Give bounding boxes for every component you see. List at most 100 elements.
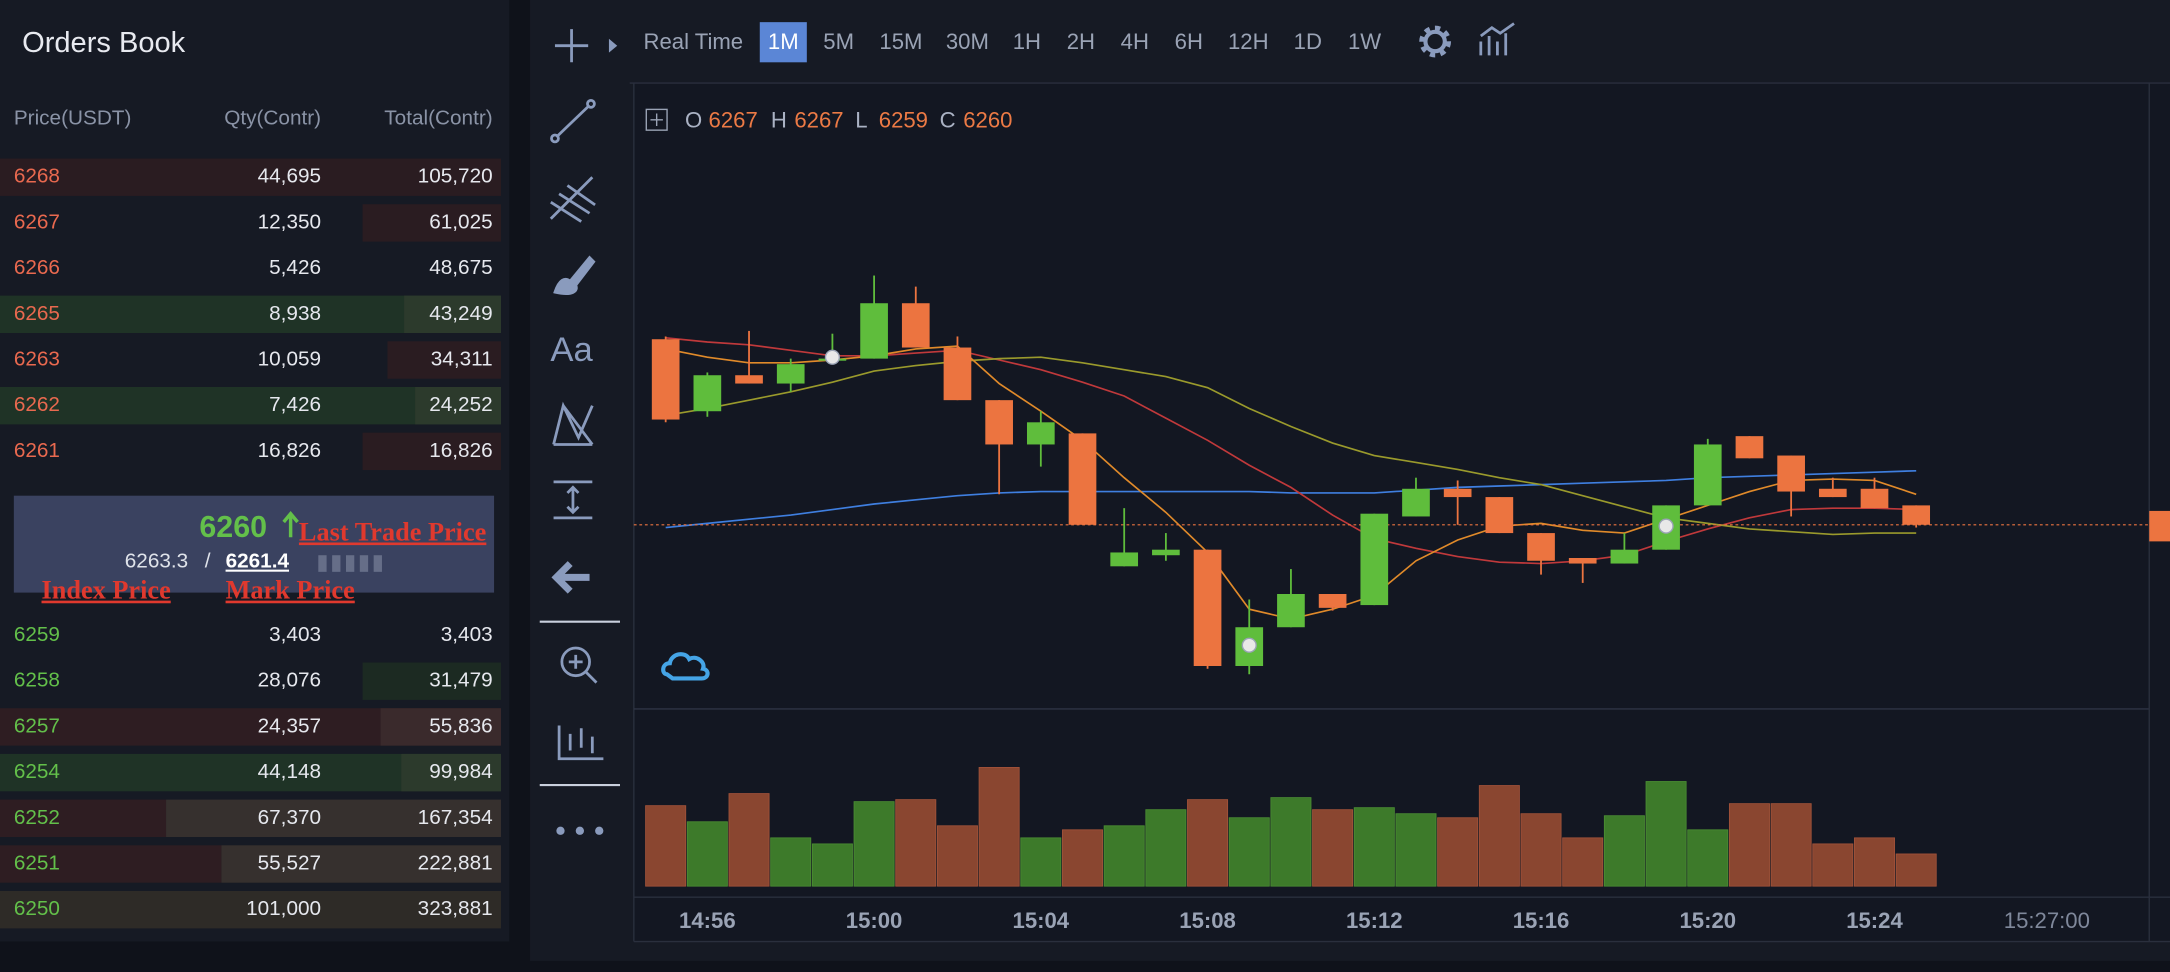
legend-toggle[interactable] [645,108,668,131]
total: 31,479 [429,669,492,692]
quantity: 7,426 [269,393,321,416]
price-separator: / [205,550,211,573]
orderbook-title: Orders Book [22,27,185,59]
real-time-button[interactable]: Real Time [644,29,744,54]
interval-button[interactable]: 2H [1067,29,1095,54]
depth-bar [0,845,222,883]
event-marker [1658,518,1674,534]
candle-body [651,339,680,420]
interval-button[interactable]: 12H [1228,29,1269,54]
total: 24,252 [429,393,492,416]
depth-bar [387,341,501,379]
candle-body [776,364,805,384]
crosshair-time: 15:27:00 [2004,908,2090,933]
moving-average [665,356,1917,536]
depth-bar [362,204,501,242]
interval-button[interactable]: 1W [1348,29,1381,54]
annotation: Last Trade Price [299,517,486,546]
total: 55,836 [429,714,492,737]
price: 6259 [14,623,60,646]
volume-bar [811,843,853,887]
pattern-tool[interactable] [552,401,594,446]
icon [1479,22,1515,56]
column-header: Price(USDT) [14,107,132,130]
total: 3,403 [441,623,493,646]
volume-bar [1145,809,1187,887]
line-tool[interactable] [550,99,596,144]
price: 6268 [14,165,60,188]
text-tool[interactable]: Aa [550,331,593,369]
quantity: 101,000 [246,897,321,920]
icon [557,725,604,761]
candle-body [1527,533,1555,561]
total: 222,881 [418,851,493,874]
quantity: 16,826 [258,439,321,462]
volume-bar [1520,813,1562,887]
ohlc-value: 6267 [794,108,843,133]
total: 61,025 [429,210,492,233]
dot [556,826,565,835]
annotation: Mark Price [226,576,355,605]
price: 6252 [14,806,60,829]
interval-button[interactable]: 5M [823,29,854,54]
price: 6257 [14,714,60,737]
candle-body [1568,558,1597,564]
settings-button[interactable] [1419,25,1452,58]
quantity: 24,357 [258,714,321,737]
indicators-button[interactable] [1479,22,1515,56]
volume-bar [1728,803,1770,887]
volume-bar [1353,807,1395,887]
depth-bar [362,662,501,700]
back-tool[interactable] [551,561,590,594]
up-arrow [282,510,299,538]
volume-bar [1770,803,1812,887]
depth-bar [401,753,501,792]
interval-button[interactable]: 1D [1294,29,1322,54]
quantity: 28,076 [258,669,321,692]
volume-bar [645,805,687,887]
candle-body [1277,594,1305,628]
candle-body [1193,549,1222,666]
price: 6267 [14,210,60,233]
quantity: 55,527 [258,851,321,874]
volume-bar [1562,837,1604,887]
more-tools[interactable] [556,826,604,835]
depth-bar [166,799,501,837]
price: 6261 [14,439,60,462]
zoom-tool[interactable] [560,646,598,684]
last-price: 6260 [199,510,267,544]
depth-bar [380,708,501,746]
price: 6254 [14,760,60,783]
total: 105,720 [418,165,493,188]
interval-button[interactable]: 1H [1013,29,1041,54]
candle-body [1360,513,1389,606]
price: 6258 [14,669,60,692]
expand-arrow[interactable] [608,38,618,53]
volume-bar [978,766,1020,887]
interval-button[interactable]: 15M [879,29,922,54]
total: 99,984 [429,760,492,783]
signal-bar [345,555,355,572]
candle-body [1110,552,1139,567]
interval-button[interactable]: 6H [1175,29,1203,54]
drawing-toolbar [539,29,620,787]
icon [550,133,560,144]
interval-button[interactable]: 4H [1121,29,1149,54]
volume-bar [1228,817,1270,887]
chart-type-tool[interactable] [557,725,604,761]
price: 6266 [14,256,60,279]
measure-tool[interactable] [553,480,593,520]
interval-button[interactable]: 1M [768,29,799,54]
crosshair-tool[interactable] [554,29,589,63]
fork-tool[interactable] [549,176,596,223]
volume-bar [1312,809,1354,887]
brush-tool[interactable] [553,255,596,295]
candle-body [1485,497,1514,534]
total: 167,354 [418,806,493,829]
x-tick-label: 15:00 [846,908,903,933]
interval-button[interactable]: 30M [946,29,989,54]
icon [555,104,591,139]
signal-bar [318,555,327,572]
